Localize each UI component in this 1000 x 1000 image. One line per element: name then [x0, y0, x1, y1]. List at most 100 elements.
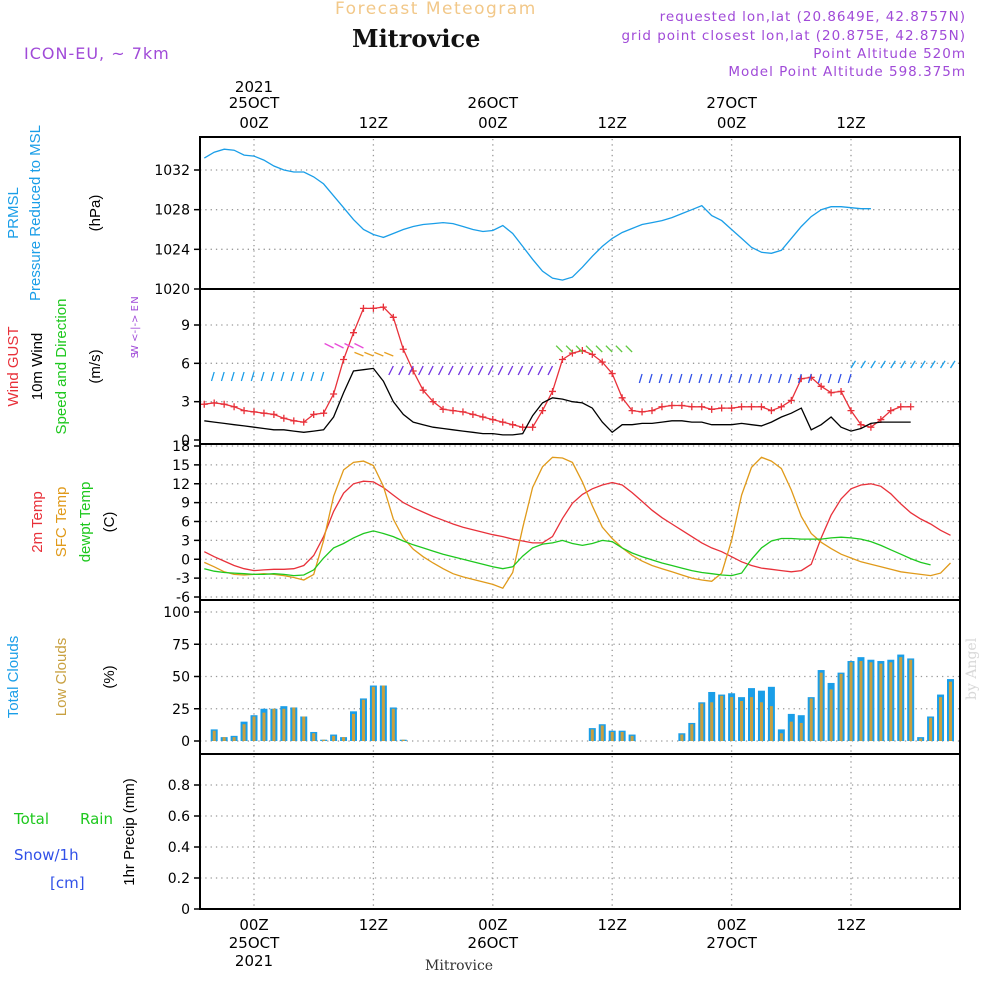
low-cloud-bar [282, 708, 286, 741]
low-cloud-bar [750, 697, 753, 741]
gust-marker [220, 400, 228, 408]
low-cloud-bar [799, 722, 803, 741]
wind-direction-arrow [210, 371, 215, 382]
gust-marker [260, 409, 268, 417]
wind-direction-arrow [648, 373, 653, 384]
wind-direction-arrow [344, 342, 354, 349]
wind-direction-arrow [678, 373, 683, 384]
panel-frame-pressure [199, 136, 961, 290]
wind-direction-arrow [939, 360, 946, 369]
compass-north: N [130, 296, 141, 303]
low-cloud-bar [839, 673, 843, 741]
top-day-label: 25OCT [229, 94, 280, 112]
y-tick-label-temperature: 9 [181, 496, 190, 512]
wind-direction-arrow [847, 373, 852, 384]
low-cloud-bar [312, 733, 316, 741]
y-tick-label-clouds: 75 [172, 637, 190, 653]
model-altitude: Model Point Altitude 598.375m [728, 64, 966, 80]
precip-total-label: Total [13, 810, 49, 828]
gust-marker [499, 418, 507, 426]
wind-direction-arrow [698, 373, 703, 384]
wind-direction-arrow [487, 365, 494, 376]
wind-direction-arrow [728, 373, 733, 384]
gust-marker [837, 387, 845, 395]
y-tick-label-pressure: 1028 [154, 203, 190, 219]
bottom-time-label: 12Z [598, 916, 627, 934]
sfc-temp-line [204, 456, 951, 589]
top-time-label: 00Z [239, 114, 268, 132]
low-cloud-bar [919, 738, 923, 741]
panel-label: (hPa) [87, 195, 104, 232]
wind-direction-arrow [900, 360, 906, 369]
top-year-label: 2021 [235, 78, 273, 96]
gust-marker [748, 403, 755, 411]
low-cloud-bar [819, 672, 823, 741]
wind-direction-arrow [797, 373, 802, 384]
gust-marker [668, 402, 676, 409]
wind-direction-arrow [949, 360, 956, 369]
low-cloud-bar [720, 695, 724, 741]
low-cloud-bar [779, 733, 783, 741]
y-tick-label-temperature: 3 [181, 533, 190, 549]
wind-direction-arrow [280, 371, 285, 382]
gust-marker [847, 407, 855, 415]
gust-marker [857, 421, 865, 429]
panel-label: Pressure Reduced to MSL [27, 125, 44, 301]
top-time-label: 12Z [359, 114, 388, 132]
panel-label: Total Clouds [5, 636, 22, 719]
y-tick-label-clouds: 50 [172, 670, 190, 686]
y-tick-label-temperature: 18 [172, 439, 190, 455]
wind-direction-arrow [910, 360, 916, 369]
panel-label: Speed and Direction [53, 299, 70, 435]
wind-direction-arrow [507, 365, 514, 376]
wind-direction-arrow [638, 373, 643, 384]
top-time-label: 00Z [478, 114, 507, 132]
wind-direction-arrow [748, 373, 753, 384]
low-cloud-bar [949, 681, 952, 741]
low-cloud-bar [869, 662, 873, 741]
wind-direction-arrow [388, 365, 394, 376]
wind-direction-arrow [527, 365, 534, 376]
panel-label: (C) [101, 512, 118, 533]
low-cloud-bar [849, 662, 853, 741]
gust-marker [708, 405, 716, 413]
panel-label: Low Clouds [53, 638, 70, 716]
top-day-label: 26OCT [468, 94, 519, 112]
wind-direction-arrow [778, 373, 782, 384]
panel-label: PRMSL [5, 187, 22, 239]
wind-direction-arrow [605, 345, 613, 353]
wind-direction-arrow [300, 371, 305, 382]
low-cloud-bar [759, 702, 763, 741]
wind-direction-arrow [320, 371, 325, 382]
panel-frame-temperature [199, 443, 961, 601]
prmsl-line [203, 148, 871, 281]
gust-marker [489, 416, 497, 424]
gust-marker [688, 403, 696, 411]
gust-marker [250, 408, 258, 416]
gust-marker [240, 407, 248, 415]
low-cloud-bar [620, 731, 624, 741]
y-tick-label-precip: 0.2 [168, 871, 190, 887]
gust-marker [738, 403, 746, 411]
wind-direction-arrow [477, 365, 484, 376]
model-name: ICON-EU, ~ 7km [24, 44, 170, 63]
low-cloud-bar [232, 737, 236, 741]
wind-direction-arrow [240, 371, 245, 382]
wind-direction-arrow [615, 345, 623, 353]
wind-direction-arrow [738, 373, 743, 384]
gust-marker [479, 413, 487, 421]
wind-direction-arrow [447, 365, 454, 376]
footer-station: Mitrovice [425, 958, 494, 974]
gust-marker [787, 396, 795, 404]
closest-coords: grid point closest lon,lat (20.875E, 42.… [621, 28, 966, 44]
y-tick-label-wind: 3 [181, 395, 190, 411]
low-cloud-bar [342, 737, 346, 741]
panel-label: (%) [101, 665, 118, 688]
wind-direction-arrow [837, 373, 842, 384]
dewpt-temp-line [204, 530, 931, 577]
gust-marker [578, 347, 586, 355]
wind-direction-arrow [260, 371, 265, 382]
low-cloud-bar [899, 657, 903, 741]
low-cloud-bar [740, 701, 744, 741]
gust-marker [419, 386, 427, 394]
